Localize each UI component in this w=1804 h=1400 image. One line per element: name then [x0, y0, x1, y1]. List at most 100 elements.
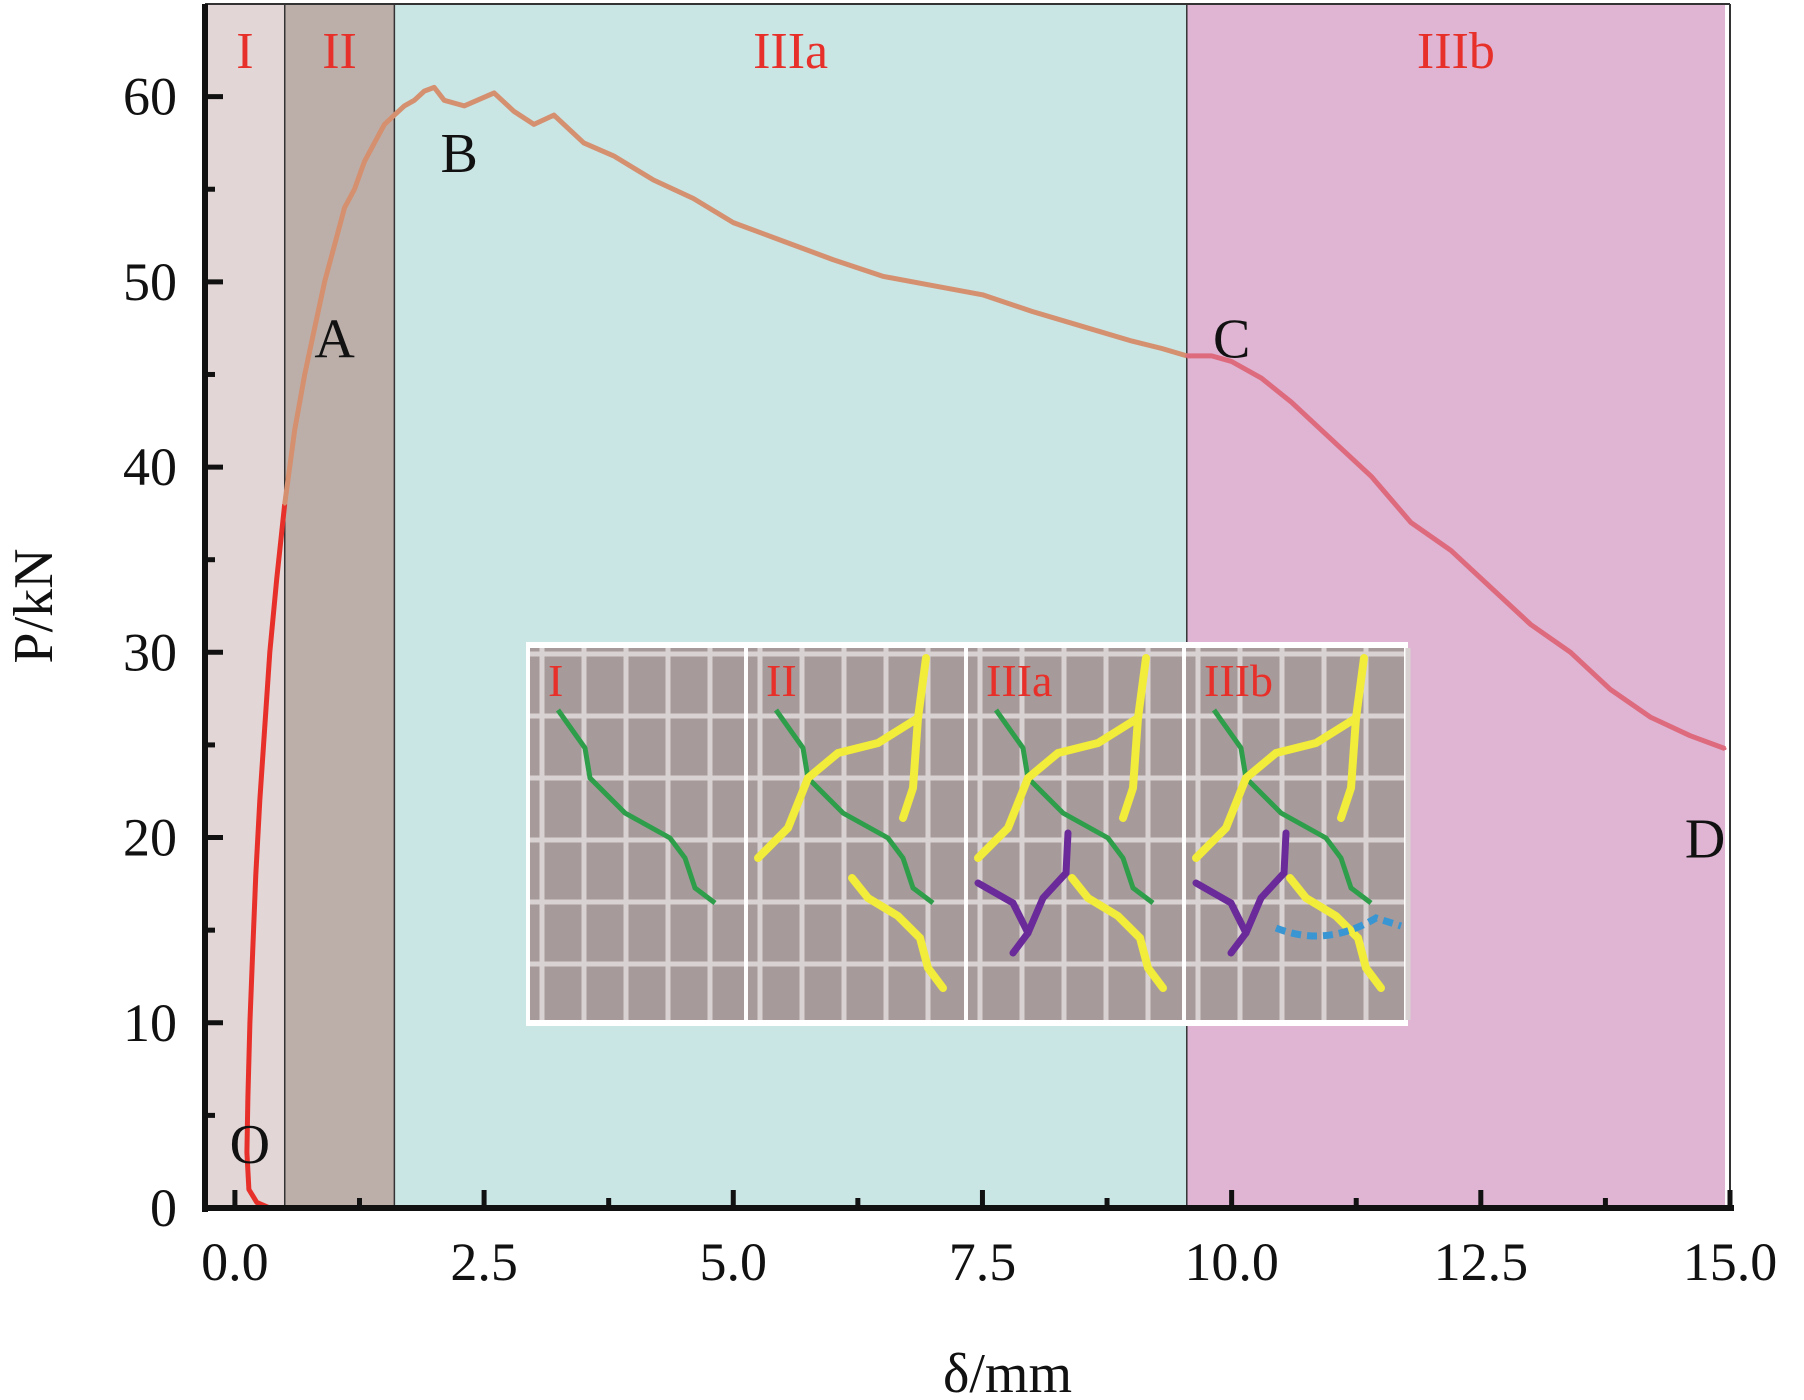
series-point [532, 122, 536, 126]
load-curve [244, 84, 1727, 1211]
crack-green [1211, 708, 1373, 905]
series-point [1210, 354, 1214, 358]
series-point [323, 280, 327, 284]
series-point [382, 122, 386, 126]
series-point [881, 274, 885, 278]
axes: 0.0 2.5 5.0 7.5 10.0 12.5 15.0 0 10 20 30 40 50 60 δ/m… [3, 3, 1778, 1400]
crack-yellow-top [914, 654, 930, 722]
series-point [1648, 715, 1652, 719]
region-II [284, 4, 395, 1208]
crack-purple [1009, 829, 1072, 957]
series-point [283, 502, 287, 506]
series-point [1723, 747, 1727, 751]
series-point [781, 239, 785, 243]
point-label-C: C [1213, 308, 1250, 370]
crack-yellow-upper [754, 710, 923, 862]
x-axis-title: δ/mm [943, 1343, 1072, 1400]
series-point [1489, 585, 1493, 589]
y-tick-label: 50 [123, 252, 177, 312]
series-point [492, 91, 496, 95]
series-point [1289, 400, 1293, 404]
series-point [1260, 376, 1264, 380]
y-axis-title: P/kN [3, 548, 65, 663]
series-point [652, 178, 656, 182]
x-tick-label: 7.5 [949, 1232, 1017, 1292]
x-tick-label: 15.0 [1683, 1232, 1778, 1292]
point-label-D: D [1685, 809, 1725, 871]
series-point [1449, 548, 1453, 552]
crack-yellow-upper [974, 710, 1143, 862]
series-point [313, 326, 317, 330]
series-point [303, 372, 307, 376]
crack-green [555, 708, 717, 905]
series-point [1569, 650, 1573, 654]
x-tick-label: 10.0 [1184, 1232, 1279, 1292]
series-point [442, 98, 446, 102]
region-label-I: I [236, 23, 253, 80]
series-point [293, 428, 297, 432]
series-point [392, 113, 396, 117]
series-point [1329, 437, 1333, 441]
series-point [254, 873, 258, 877]
series-point [1409, 521, 1413, 525]
series-point [1080, 324, 1084, 328]
crack-yellow-top [1352, 654, 1368, 722]
crack-yellow-top [1134, 654, 1150, 722]
region-label-IIIa: IIIa [753, 23, 828, 80]
series-point [255, 1200, 259, 1204]
point-label-B: B [440, 123, 477, 185]
y-tick-label: 20 [123, 808, 177, 868]
series-point [275, 576, 279, 580]
series-point [1369, 474, 1373, 478]
series-point [402, 104, 406, 108]
inset-panel-IIIa: IIIa [964, 642, 1193, 1026]
series-point [245, 1150, 249, 1154]
crack-yellow-lower [1286, 874, 1385, 992]
series-point [333, 243, 337, 247]
region-label-II: II [322, 23, 357, 80]
series-point [931, 284, 935, 288]
y-tick-label: 60 [123, 67, 177, 127]
series-point [731, 221, 735, 225]
series-point [582, 141, 586, 145]
point-label-O: O [230, 1114, 270, 1176]
series-point [372, 141, 376, 145]
inset-panel-label: IIIb [1204, 655, 1273, 706]
crack-yellow-upper [1192, 710, 1361, 862]
series-point [1130, 339, 1134, 343]
series-point [248, 1021, 252, 1025]
y-tick-label: 30 [123, 622, 177, 682]
series-point [1030, 309, 1034, 313]
region-label-IIIb: IIIb [1417, 23, 1495, 80]
series-point [1688, 734, 1692, 738]
crack-purple [1227, 829, 1290, 957]
series-point [432, 85, 436, 89]
series-point [612, 154, 616, 158]
series-point [251, 947, 255, 951]
series-point [353, 187, 357, 191]
crack-pattern-inset: I II IIIa IIIb [526, 642, 1411, 1026]
point-label-A: A [314, 308, 355, 370]
series-point [362, 159, 366, 163]
y-tick-label: 40 [123, 437, 177, 497]
series-point [263, 724, 267, 728]
series-point [1608, 687, 1612, 691]
series-point [1160, 347, 1164, 351]
series-point [247, 1187, 251, 1191]
crack-purple-branch [974, 879, 1032, 937]
series-point [691, 196, 695, 200]
inset-panel-label: I [548, 655, 563, 706]
series-line-2 [1186, 353, 1726, 751]
series-point [246, 1095, 250, 1099]
inset-panel-I: I [526, 642, 755, 1026]
x-tick-label: 12.5 [1434, 1232, 1529, 1292]
stage-regions [205, 4, 1726, 1208]
y-tick-label: 10 [123, 993, 177, 1053]
series-point [980, 293, 984, 297]
x-tick-label: 2.5 [450, 1232, 518, 1292]
crack-yellow-lower [848, 874, 947, 992]
series-point [1185, 354, 1189, 358]
series-point [1529, 623, 1533, 627]
region-I [205, 4, 285, 1208]
